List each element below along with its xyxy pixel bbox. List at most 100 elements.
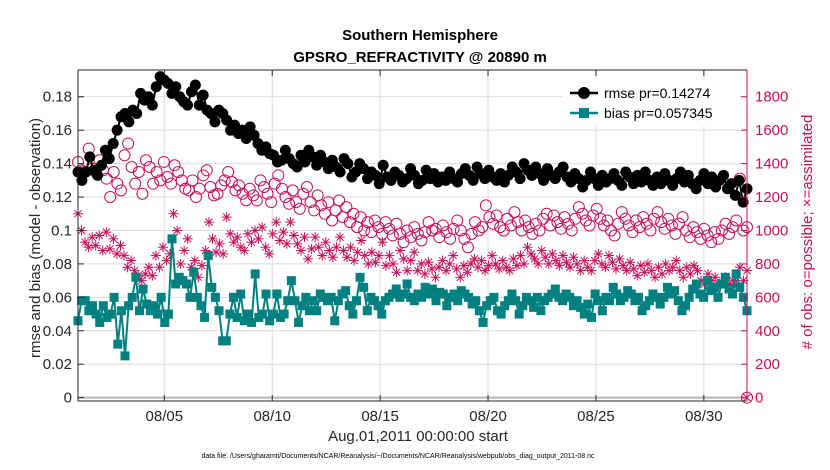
rmse-marker <box>733 174 745 186</box>
x-tick-label: 08/15 <box>361 408 399 425</box>
assimilated-marker-stroke <box>445 260 454 268</box>
assimilated-marker-stroke <box>392 268 401 277</box>
bias-marker <box>691 279 701 289</box>
assimilated-marker-stroke <box>272 218 281 226</box>
possible-marker <box>336 211 349 224</box>
assimilated-marker <box>80 237 91 248</box>
assimilated-marker <box>267 228 278 239</box>
assimilated-marker-stroke <box>84 243 93 252</box>
assimilated-marker-stroke <box>417 260 426 268</box>
possible-marker <box>737 224 750 237</box>
bias-marker <box>87 301 97 311</box>
bias-marker <box>391 284 401 294</box>
bias-marker <box>420 282 430 292</box>
bias-marker <box>568 301 578 311</box>
possible-marker <box>705 236 718 249</box>
bias-marker <box>550 284 560 294</box>
possible-marker <box>551 216 564 229</box>
assimilated-marker-stroke <box>88 233 97 242</box>
possible-marker <box>644 224 657 237</box>
assimilated-marker-stroke <box>622 266 631 275</box>
assimilated-marker <box>264 248 275 259</box>
assimilated-marker-stroke <box>109 234 118 243</box>
rmse-marker <box>538 174 550 186</box>
assimilated-marker <box>87 232 98 243</box>
assimilated-marker-stroke <box>403 266 412 275</box>
assimilated-marker-stroke <box>527 250 535 258</box>
assimilated-marker-stroke <box>530 255 539 263</box>
assimilated-marker <box>296 245 306 256</box>
possible-marker <box>701 229 714 242</box>
bias-marker <box>127 292 137 302</box>
bias-marker <box>453 296 463 306</box>
bias-marker <box>500 301 510 311</box>
bias-marker <box>619 292 629 302</box>
y2-tick-label: 200 <box>755 356 780 373</box>
rmse-marker <box>369 169 381 181</box>
assimilated-marker <box>278 227 289 238</box>
assimilated-marker <box>108 233 119 244</box>
assimilated-marker-stroke <box>325 246 334 255</box>
assimilated-marker <box>529 253 540 264</box>
possible-marker <box>286 184 299 197</box>
assimilated-marker <box>281 238 292 249</box>
bias-marker <box>290 296 300 306</box>
assimilated-marker-stroke <box>311 233 320 242</box>
assimilated-marker <box>310 232 321 243</box>
bias-marker <box>529 302 539 312</box>
y-tick-label: 0.06 <box>43 289 72 306</box>
assimilated-marker <box>384 250 395 261</box>
assimilated-marker <box>448 250 459 261</box>
possible-marker <box>483 211 496 224</box>
rmse-marker <box>193 99 205 111</box>
assimilated-marker-stroke <box>187 263 196 272</box>
bias-marker <box>388 289 398 299</box>
assimilated-marker-stroke <box>346 243 355 252</box>
bias-marker <box>728 289 738 299</box>
assimilated-marker <box>504 265 515 276</box>
assimilated-marker-stroke <box>314 243 323 252</box>
assimilated-marker-stroke <box>605 251 613 260</box>
bias-marker <box>297 301 307 311</box>
rmse-marker <box>334 166 346 178</box>
assimilated-marker <box>338 245 349 256</box>
assimilated-marker <box>678 272 689 283</box>
bias-marker <box>699 292 709 302</box>
possible-marker <box>454 224 467 237</box>
assimilated-marker-stroke <box>452 265 461 273</box>
assimilated-marker <box>625 257 636 268</box>
possible-marker <box>293 202 306 215</box>
possible-marker <box>136 187 149 200</box>
bias-marker <box>228 292 238 302</box>
possible-marker <box>673 217 686 230</box>
bias-marker <box>720 272 730 282</box>
bias-marker <box>286 276 296 286</box>
possible-marker <box>640 217 653 230</box>
assimilated-marker <box>579 255 590 266</box>
assimilated-marker <box>214 238 225 249</box>
bias-marker <box>634 292 644 302</box>
assimilated-marker-stroke <box>208 234 217 243</box>
bias-marker <box>652 292 662 302</box>
possible-marker <box>461 241 474 254</box>
possible-marker <box>129 177 142 190</box>
bias-marker <box>644 296 654 306</box>
assimilated-marker-stroke <box>159 243 167 252</box>
assimilated-marker-stroke <box>654 263 663 272</box>
assimilated-marker <box>540 252 551 263</box>
rmse-marker <box>228 119 240 131</box>
possible-marker <box>472 224 485 237</box>
possible-marker <box>190 191 203 204</box>
possible-marker <box>590 202 603 215</box>
bias-marker <box>261 289 271 299</box>
assimilated-marker <box>207 233 218 244</box>
plot-frame <box>77 69 748 402</box>
assimilated-marker <box>444 258 455 269</box>
possible-marker <box>351 221 364 234</box>
assimilated-marker <box>189 255 200 266</box>
chart-title: Southern Hemisphere <box>342 27 498 44</box>
assimilated-marker-stroke <box>644 260 652 268</box>
bias-marker <box>326 292 336 302</box>
assimilated-marker-stroke <box>375 251 383 260</box>
bias-marker <box>377 309 387 319</box>
